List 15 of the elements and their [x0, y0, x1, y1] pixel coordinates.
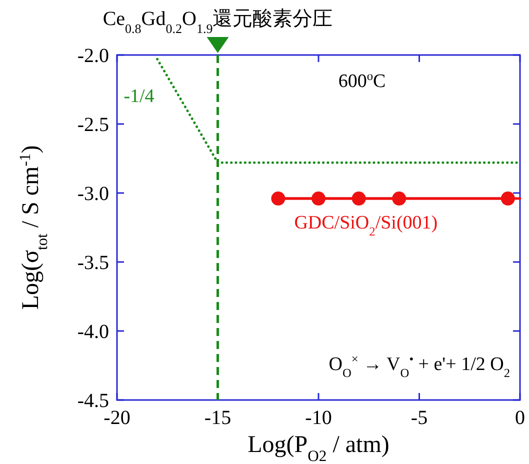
y-tick-label: -3.0 — [77, 183, 109, 205]
y-tick-label: -2.5 — [77, 114, 109, 136]
series-label: GDC/SiO$_{2}$/Si(001) — [294, 212, 438, 239]
annotation: 600$^{o}$C — [338, 69, 386, 92]
annotation: -1/4 — [124, 86, 155, 107]
x-tick-label: -15 — [204, 407, 232, 429]
y-tick-label: -2.0 — [77, 45, 109, 67]
y-tick-label: -4.0 — [77, 321, 109, 343]
x-axis-title: Log(P$_{O2}$ / atm) — [248, 432, 390, 464]
y-tick-label: -3.5 — [77, 252, 109, 274]
x-tick-label: 0 — [515, 407, 525, 429]
x-tick-label: -5 — [410, 407, 428, 429]
x-tick-label: -10 — [305, 407, 332, 429]
ref-line-label: Ce$_{0.8}$Gd$_{0.2}$O$_{1.9}$還元酸素分圧 — [102, 8, 333, 36]
annotation: O$_{O}$$^{×}$ → V$_{O}$$^{•}$ + e'+ 1/2 O$_{2}$ — [328, 352, 510, 380]
